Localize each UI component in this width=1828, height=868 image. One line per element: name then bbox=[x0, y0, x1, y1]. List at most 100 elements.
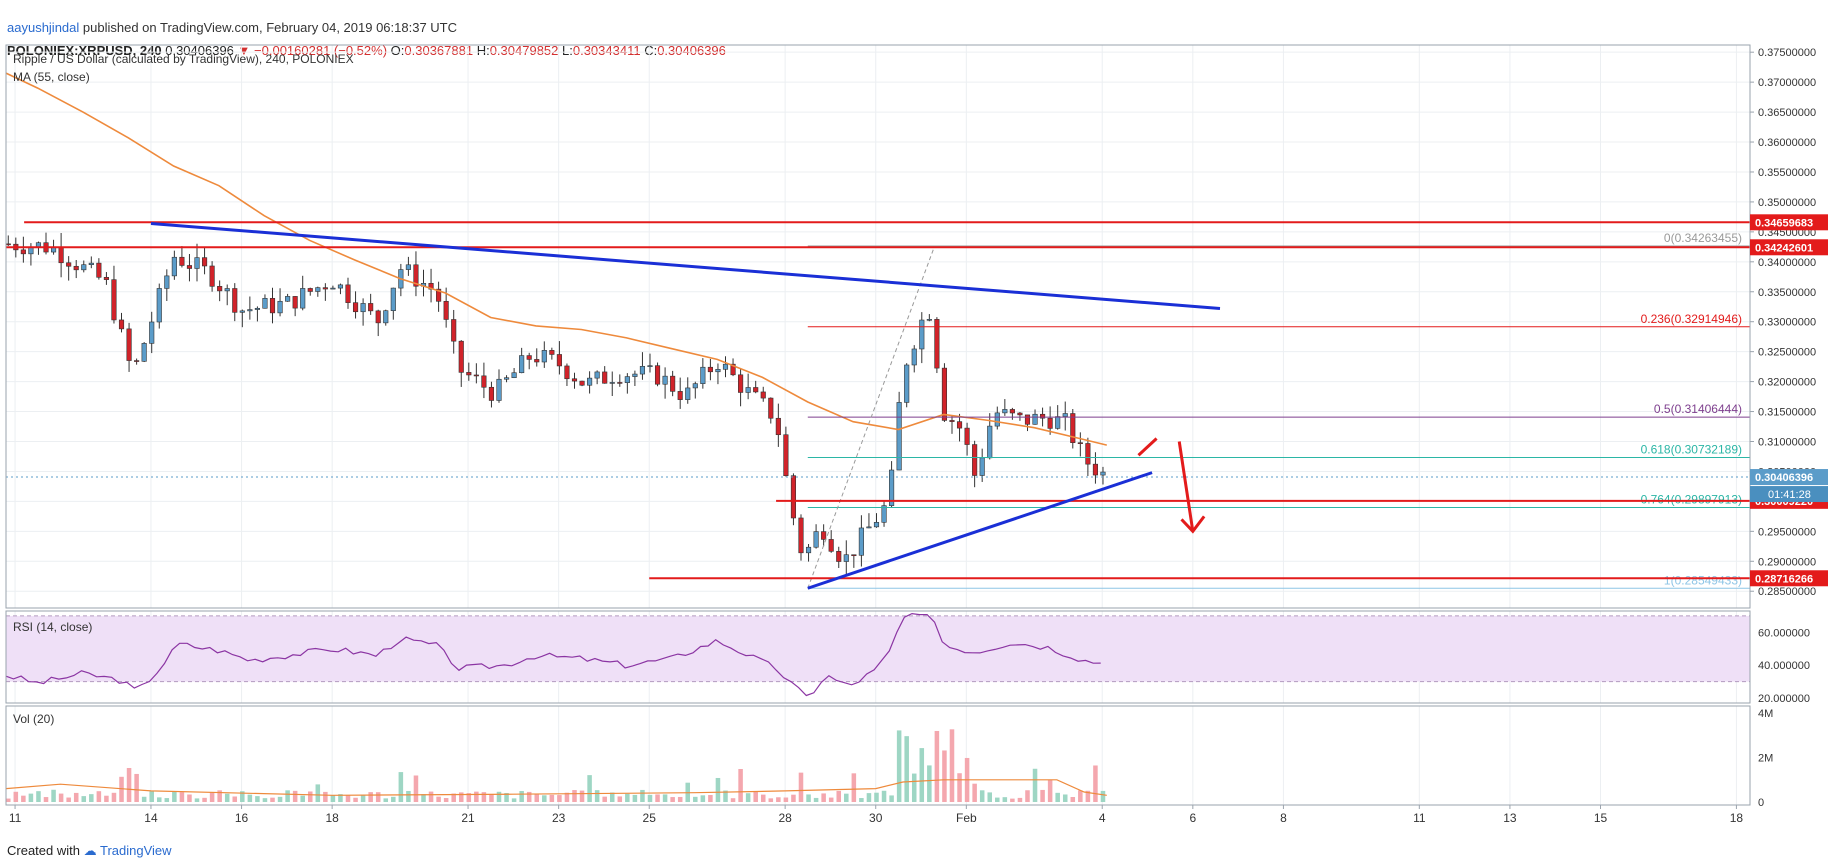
candle-body bbox=[81, 264, 87, 271]
author-link[interactable]: aayushjindal bbox=[7, 20, 80, 35]
volume-bar bbox=[1078, 790, 1083, 802]
candle-body bbox=[866, 526, 872, 529]
candle-body bbox=[858, 527, 864, 556]
candle-body bbox=[972, 444, 978, 476]
candle-body bbox=[436, 288, 442, 302]
candle-body bbox=[964, 427, 970, 445]
volume-bar bbox=[270, 797, 275, 802]
volume-bar bbox=[73, 792, 79, 802]
y-tick-label: 0.32500000 bbox=[1758, 347, 1816, 359]
candle-body bbox=[1009, 409, 1015, 414]
high-value: 0.30479852 bbox=[489, 43, 559, 58]
volume-bar bbox=[791, 794, 796, 802]
volume-bar bbox=[172, 791, 177, 802]
volume-bar bbox=[247, 794, 253, 802]
candle-body bbox=[745, 387, 751, 393]
candle-body bbox=[564, 365, 570, 380]
candle-body bbox=[571, 378, 578, 382]
tradingview-logo-icon: ☁ bbox=[83, 843, 97, 858]
candle-body bbox=[956, 421, 963, 429]
candle-body bbox=[503, 377, 510, 380]
candle-body bbox=[28, 247, 34, 255]
volume-bar bbox=[602, 796, 607, 802]
candle-body bbox=[345, 284, 351, 303]
trendline bbox=[807, 471, 1153, 590]
volume-bar bbox=[489, 794, 494, 802]
candle-body bbox=[798, 517, 804, 554]
candle-body bbox=[1085, 443, 1091, 465]
volume-bar bbox=[738, 768, 743, 802]
rsi-y-label: 20.000000 bbox=[1758, 693, 1810, 705]
candle-body bbox=[1062, 413, 1068, 417]
x-tick-label: 18 bbox=[1730, 811, 1744, 825]
candle-body bbox=[662, 375, 668, 385]
candle-body bbox=[451, 319, 457, 342]
candle-body bbox=[141, 343, 147, 362]
candle-body bbox=[624, 376, 630, 383]
volume-bar bbox=[511, 798, 517, 802]
volume-bar bbox=[874, 792, 879, 802]
volume-bar bbox=[911, 773, 917, 802]
pane-legends: Ripple / US Dollar (calculated by Tradin… bbox=[13, 52, 354, 726]
candle-body bbox=[458, 340, 464, 373]
volume-bar bbox=[96, 791, 102, 802]
candle-body bbox=[730, 363, 736, 376]
candle-body bbox=[1002, 409, 1008, 414]
candle-body bbox=[103, 276, 109, 280]
candle-body bbox=[594, 371, 600, 379]
candle-body bbox=[224, 288, 230, 292]
candle-body bbox=[911, 348, 917, 366]
candle-body bbox=[979, 457, 985, 476]
candle-body bbox=[534, 359, 540, 363]
volume-bar bbox=[972, 783, 977, 802]
candle-body bbox=[685, 387, 691, 400]
volume-bar bbox=[617, 796, 623, 802]
volume-bar bbox=[708, 795, 713, 802]
volume-bar bbox=[1062, 794, 1068, 802]
created-with: Created with bbox=[7, 843, 80, 858]
volume-bar bbox=[345, 795, 351, 802]
candle-body bbox=[1092, 463, 1098, 476]
volume-bar bbox=[700, 795, 706, 802]
fib-label: 0.618(0.30732189) bbox=[1641, 443, 1742, 457]
volume-bar bbox=[1085, 790, 1091, 802]
x-tick-label: 23 bbox=[552, 811, 566, 825]
fib-label: 0(0.34263455) bbox=[1664, 231, 1742, 245]
volume-bar bbox=[594, 790, 600, 802]
volume-bar bbox=[677, 796, 683, 802]
y-tick-label: 0.37500000 bbox=[1758, 47, 1816, 59]
volume-bar bbox=[987, 792, 993, 802]
vol-y-label: 4M bbox=[1758, 708, 1773, 720]
volume-bar bbox=[111, 792, 117, 802]
volume-bar bbox=[783, 797, 789, 802]
candle-body bbox=[602, 371, 608, 384]
volume-bar bbox=[179, 792, 185, 802]
open-label: O: bbox=[390, 43, 405, 58]
x-tick-label: 6 bbox=[1189, 811, 1196, 825]
volume-bar bbox=[391, 796, 396, 802]
volume-bar bbox=[881, 790, 887, 802]
candle-body bbox=[239, 310, 245, 313]
candle-body bbox=[677, 391, 683, 400]
volume-bar bbox=[806, 794, 811, 802]
pane-frame bbox=[5, 44, 1751, 609]
vol-y-label: 0 bbox=[1758, 797, 1764, 809]
candle-body bbox=[186, 265, 193, 269]
y-tick-label: 0.31500000 bbox=[1758, 407, 1816, 419]
fib-trend-dashed bbox=[807, 245, 936, 589]
volume-bar bbox=[632, 794, 638, 802]
countdown-tag bbox=[1750, 486, 1828, 503]
volume-bar bbox=[723, 790, 728, 802]
last-price-label: 0.30406396 bbox=[1755, 472, 1813, 484]
candle-body bbox=[496, 378, 502, 401]
candle-body bbox=[941, 367, 948, 421]
x-tick-label: 11 bbox=[9, 811, 22, 825]
candle-body bbox=[368, 303, 374, 312]
candle-body bbox=[1100, 471, 1106, 476]
volume-bar bbox=[285, 790, 290, 802]
volume-bar bbox=[43, 797, 49, 802]
tradingview-link[interactable]: TradingView bbox=[100, 843, 172, 858]
y-tick-label: 0.36000000 bbox=[1758, 137, 1816, 149]
volume-bar bbox=[13, 791, 19, 802]
